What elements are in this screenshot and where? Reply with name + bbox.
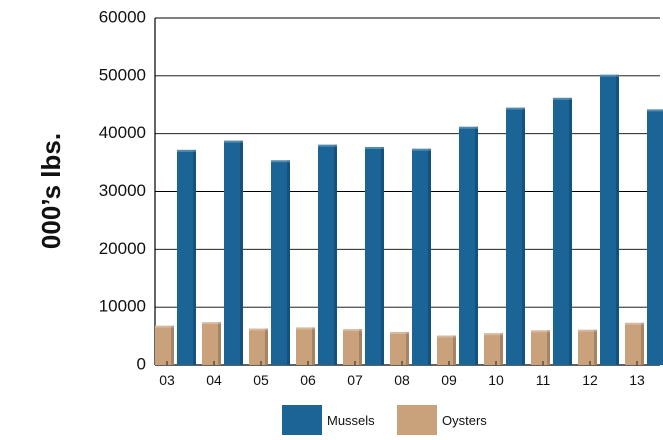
x-axis-ticks: 03 04 05 06 07 08 09 10 11 12 13 [159,361,645,388]
y-tick-label: 30000 [99,181,146,200]
oysters-bar [390,332,409,365]
mussels-bar [224,140,243,365]
mussels-bar-shade [616,74,619,365]
oysters-bar [296,327,315,365]
oysters-bar-shade [312,327,315,365]
oysters-bar-highlight [296,327,315,330]
mussels-bar-highlight [224,140,243,143]
oysters-bar [155,325,174,365]
mussels-bar-highlight [600,74,619,77]
oysters-bar-shade [406,332,409,365]
mussels-bar [412,148,431,365]
oysters-bar-highlight [155,325,174,328]
oysters-bar-highlight [625,322,644,325]
y-tick-label: 40000 [99,123,146,142]
y-tick-label: 50000 [99,65,146,84]
mussels-bar-highlight [318,144,337,147]
mussels-bar [318,144,337,365]
mussels-bar [553,97,572,365]
oysters-bar [625,322,644,365]
oysters-bar [437,335,456,365]
x-tick-label: 13 [629,372,645,388]
x-tick-label: 04 [206,372,222,388]
mussels-bar-shade [193,149,196,365]
x-tick-label: 03 [159,372,175,388]
x-tick-label: 12 [582,372,598,388]
mussels-bar-shade [240,140,243,365]
y-tick-label: 10000 [99,297,146,316]
x-tick-label: 05 [253,372,269,388]
mussels-bar-highlight [647,109,663,112]
x-tick-label: 09 [441,372,457,388]
mussels-bar-shade [522,107,525,366]
oysters-bar [578,329,597,365]
oysters-bar [202,322,221,365]
oysters-bar [531,330,550,365]
x-tick-label: 10 [488,372,504,388]
mussels-bar [271,160,290,365]
oysters-bar-highlight [202,322,221,325]
mussels-bar-highlight [365,146,384,149]
mussels-bar [365,146,384,365]
mussels-bar-highlight [459,126,478,129]
mussels-bar-highlight [412,148,431,151]
oysters-bar-highlight [343,329,362,332]
oysters-bar-highlight [249,328,268,331]
mussels-bar [177,149,196,365]
mussels-bar [506,107,525,366]
oysters-bar-shade [641,322,644,365]
mussels-bar-highlight [506,107,525,110]
oysters-bar-highlight [390,332,409,335]
mussels-bar [600,74,619,365]
oysters-bar-shade [547,330,550,365]
oysters-bar-shade [500,333,503,365]
oysters-bar-shade [594,329,597,365]
mussels-bar-shade [428,148,431,365]
oysters-bar-highlight [531,330,550,333]
mussels-bar-highlight [553,97,572,100]
mussels-bar-shade [475,126,478,365]
mussels-bar-shade [381,146,384,365]
oysters-bar [484,333,503,365]
y-axis-ticks: 0 10000 20000 30000 40000 50000 60000 [99,7,146,373]
x-tick-label: 06 [300,372,316,388]
mussels-bar [459,126,478,365]
mussels-legend-label: Mussels [327,413,375,428]
y-axis-label: 000’s lbs. [36,133,66,249]
x-tick-label: 07 [347,372,363,388]
mussels-bar-shade [334,144,337,365]
mussels-bar [647,109,663,365]
oysters-legend-label: Oysters [442,413,487,428]
oysters-bar-highlight [484,333,503,336]
oysters-bar [343,329,362,365]
x-tick-label: 08 [394,372,410,388]
y-tick-label: 0 [137,354,146,373]
mussels-bar-shade [569,97,572,365]
oysters-bar-shade [453,335,456,365]
mussels-bar-highlight [177,149,196,152]
oysters-bar-highlight [578,329,597,332]
mussels-legend-swatch [282,405,322,435]
oysters-bar [249,328,268,365]
oysters-bar-shade [218,322,221,365]
y-tick-label: 20000 [99,239,146,258]
oysters-legend-swatch [397,405,437,435]
oysters-bar-shade [359,329,362,365]
mussels-bar-highlight [271,160,290,163]
y-tick-label: 60000 [99,7,146,26]
oysters-bar-highlight [437,335,456,338]
oysters-bar-shade [171,325,174,365]
x-tick-label: 11 [536,372,551,388]
mussels-bar-shade [287,160,290,365]
oysters-bar-shade [265,328,268,365]
bars [155,74,663,366]
legend: Mussels Oysters [282,405,487,435]
